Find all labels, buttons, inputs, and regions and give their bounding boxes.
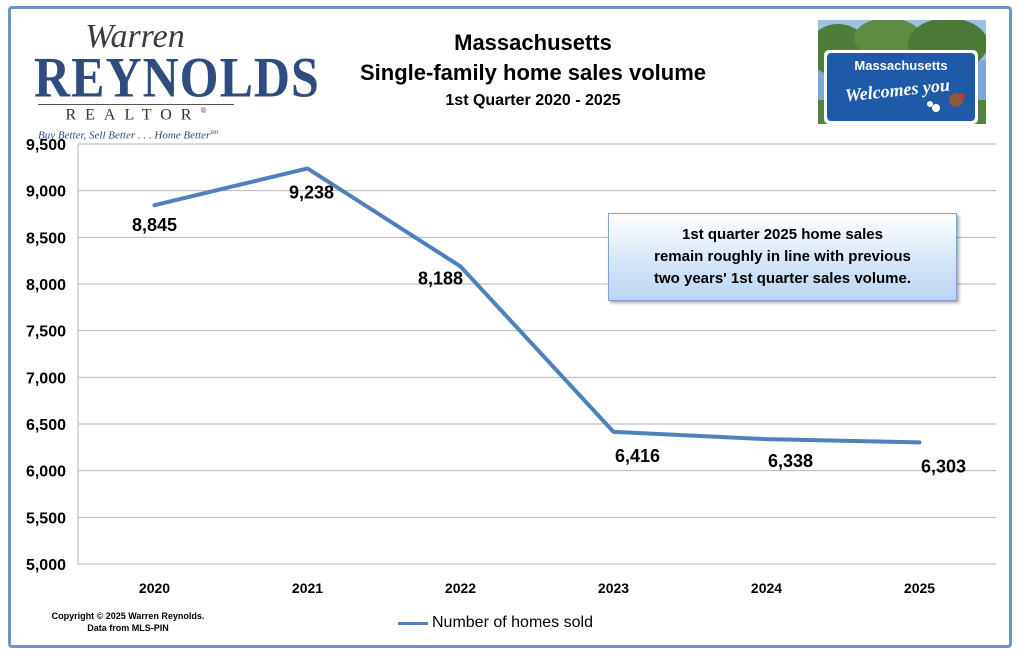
y-tick-label: 7,000 [26,370,66,387]
copyright-note: Copyright © 2025 Warren Reynolds. Data f… [38,610,218,634]
logo-name-top: Warren [85,18,185,55]
y-axis: 5,000 5,500 6,000 6,500 7,000 7,500 8,000 8,500… [26,137,66,574]
y-tick-label: 6,500 [26,417,66,434]
y-tick-label: 8,500 [26,230,66,247]
logo-rule [38,104,234,105]
y-tick-label: 6,000 [26,464,66,481]
y-tick-label: 9,500 [26,137,66,154]
x-axis: 2020 2021 2022 2023 2024 2025 [139,580,935,596]
y-tick-label: 5,000 [26,557,66,574]
x-tick-label: 2020 [139,580,170,596]
copyright-line1: Copyright © 2025 Warren Reynolds. [51,611,205,621]
series-line [152,166,922,445]
data-label: 9,238 [289,182,334,202]
y-tick-label: 9,000 [26,184,66,201]
gridlines [77,143,996,565]
annotation-text: 1st quarter 2025 home sales remain rough… [653,226,911,287]
data-label: 6,416 [615,446,660,466]
series-number-of-homes-sold [152,166,922,445]
chart-legend: Number of homes sold [398,612,593,634]
x-tick-label: 2025 [904,580,935,596]
logo-tagline: Buy Better, Sell Better . . . Home Bette… [38,128,219,142]
y-tick-label: 5,500 [26,510,66,527]
data-label: 6,338 [768,451,813,471]
x-tick-label: 2024 [751,580,782,596]
sign-line1: Massachusetts [854,58,947,73]
logo-subtitle: REALTOR® [65,106,207,124]
data-label: 8,188 [418,268,463,288]
chart-title-line1: Massachusetts [454,30,612,55]
annotation-callout: 1st quarter 2025 home sales remain rough… [608,213,957,301]
y-tick-label: 8,000 [26,277,66,294]
data-label: 6,303 [921,456,966,476]
y-tick-label: 7,500 [26,324,66,341]
data-labels: 8,845 9,238 8,188 6,416 6,338 6,303 [132,182,966,476]
massachusetts-welcome-sign-image: Massachusetts Welcomes you [818,20,986,132]
data-label: 8,845 [132,215,177,235]
chart-title-line2: Single-family home sales volume [359,60,706,85]
copyright-line2: Data from MLS-PIN [87,623,169,633]
chart-subtitle: 1st Quarter 2020 - 2025 [445,92,621,109]
legend-swatch [398,621,428,625]
x-tick-label: 2023 [598,580,629,596]
x-tick-label: 2022 [445,580,476,596]
chart-title-block: Massachusetts Single-family home sales v… [300,28,766,114]
legend-label: Number of homes sold [432,614,593,631]
x-tick-label: 2021 [292,580,323,596]
